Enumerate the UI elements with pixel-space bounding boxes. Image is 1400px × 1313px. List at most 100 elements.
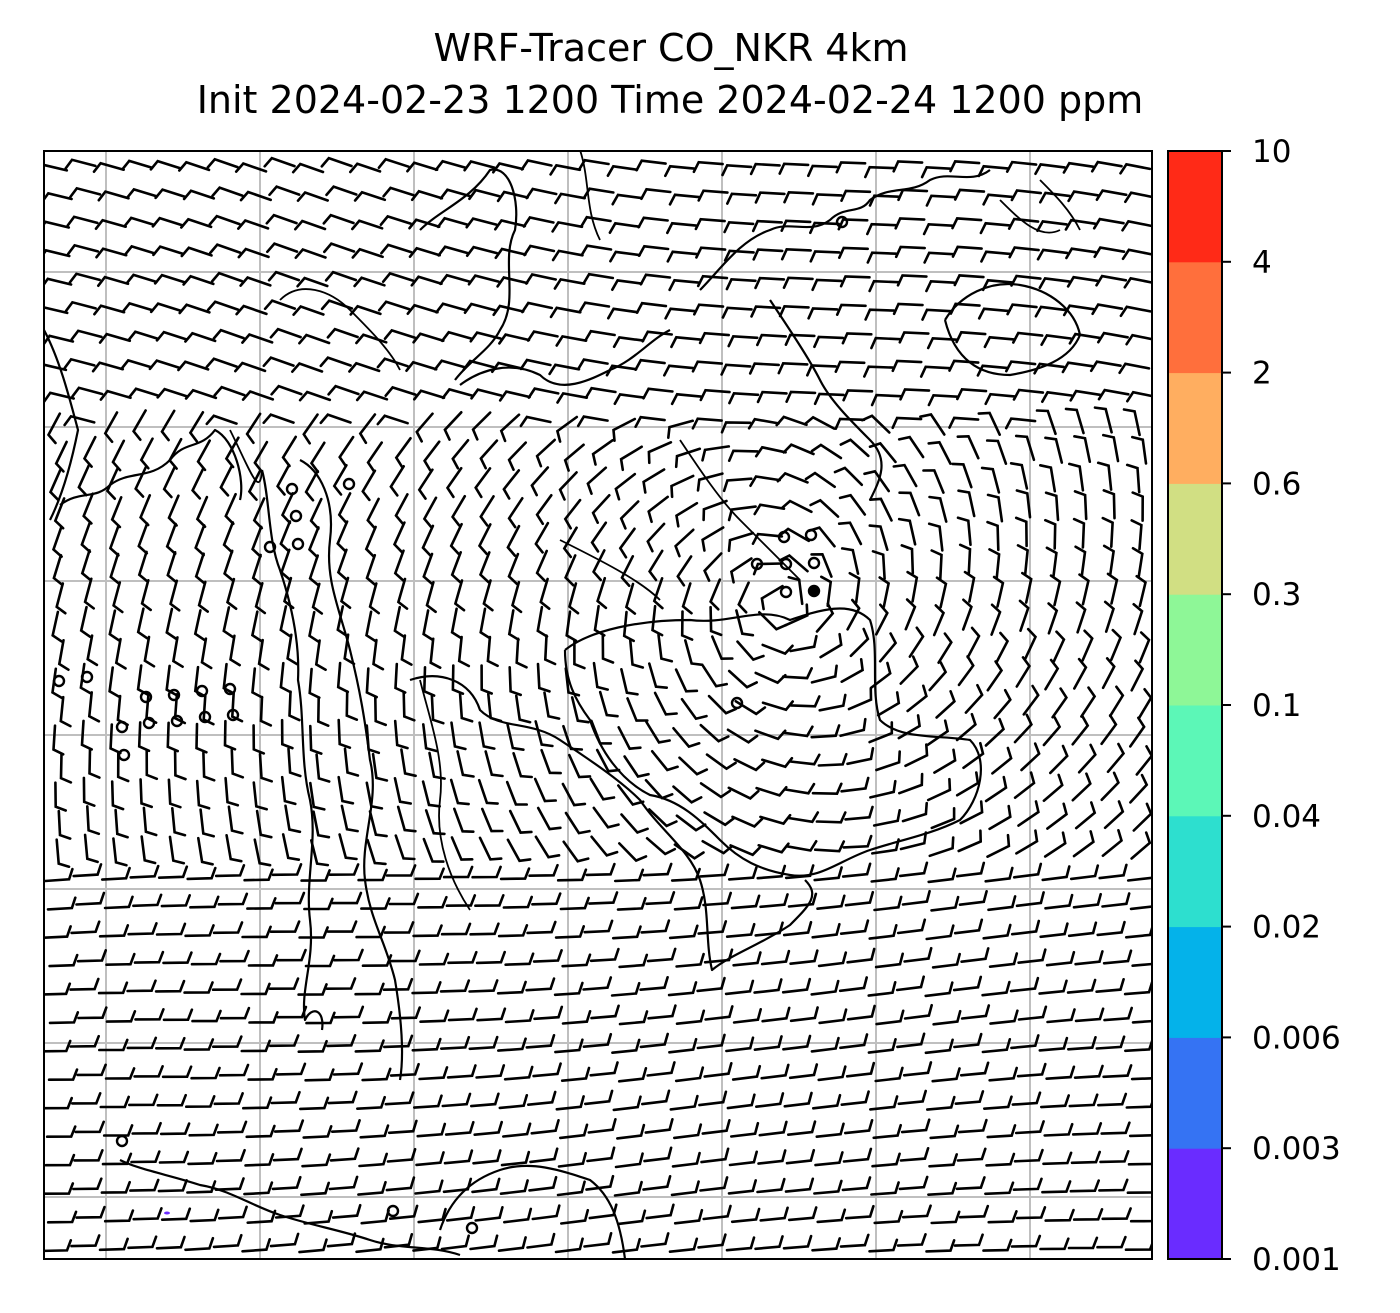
- wind-barb: [1097, 331, 1129, 344]
- wind-barb: [169, 579, 181, 612]
- wind-barb: [349, 162, 382, 174]
- wind-barb: [977, 411, 1001, 436]
- wind-barb: [383, 328, 416, 340]
- wind-barb: [903, 946, 933, 963]
- wind-barb: [846, 747, 875, 766]
- wind-barb: [133, 1065, 164, 1078]
- wind-barb: [645, 720, 671, 744]
- wind-barb: [787, 1206, 818, 1222]
- wind-barb: [657, 633, 674, 663]
- wind-barb: [533, 1005, 564, 1021]
- wind-barb: [810, 443, 843, 460]
- wind-barb: [315, 753, 331, 783]
- wind-barb: [536, 605, 549, 638]
- wind-barb: [389, 465, 405, 497]
- wind-barb: [1092, 217, 1125, 230]
- wind-barb: [224, 436, 240, 469]
- wind-barb: [469, 922, 500, 936]
- wind-barb: [383, 921, 415, 934]
- wind-barb: [216, 1120, 248, 1134]
- wind-barb: [190, 1066, 221, 1080]
- wind-barb: [901, 889, 931, 906]
- wind-barb: [548, 363, 581, 376]
- wind-barb: [79, 605, 92, 638]
- wind-barb: [838, 493, 867, 516]
- wind-barb: [157, 865, 189, 879]
- wind-barb: [1013, 713, 1033, 744]
- wind-barb: [381, 271, 415, 283]
- wind-barb: [696, 1033, 726, 1050]
- wind-barb: [269, 920, 301, 933]
- wind-barb: [211, 978, 243, 991]
- calm-circle: [777, 530, 791, 544]
- wind-barb: [1044, 658, 1060, 691]
- wind-barb: [507, 497, 524, 529]
- wind-barb: [709, 578, 722, 611]
- wind-barb: [305, 1011, 336, 1025]
- wind-barb: [309, 497, 323, 530]
- wind-barb: [1069, 864, 1100, 881]
- wind-barb: [612, 417, 637, 442]
- wind-barb: [1118, 362, 1151, 375]
- wind-barb: [320, 156, 353, 168]
- wind-barb: [167, 494, 180, 527]
- wind-barb: [1040, 1094, 1070, 1109]
- wind-barb: [152, 245, 185, 257]
- map-title: WRF-Tracer CO_NKR 4km Init 2024-02-23 12…: [0, 22, 1340, 126]
- wind-barb: [953, 274, 985, 287]
- wind-barb: [382, 186, 415, 198]
- wind-barb: [1099, 1150, 1130, 1164]
- wind-barb: [966, 626, 981, 659]
- wind-barb: [1135, 574, 1147, 608]
- wind-barb: [981, 1038, 1012, 1054]
- wind-barb: [1100, 771, 1120, 802]
- wind-barb: [977, 164, 1009, 178]
- wind-barb: [497, 1037, 527, 1052]
- wind-barb: [761, 643, 794, 656]
- colorbar: [1167, 150, 1223, 1260]
- wind-barb: [584, 329, 616, 342]
- wind-barb: [480, 664, 493, 695]
- wind-barb: [234, 161, 268, 173]
- wind-barb: [640, 187, 672, 201]
- wind-barb: [412, 924, 443, 938]
- wind-barb: [149, 159, 182, 171]
- wind-barb: [302, 1125, 333, 1139]
- colorbar-tick-label: 0.04: [1252, 799, 1321, 835]
- wind-barb: [983, 335, 1015, 349]
- wind-barb: [298, 390, 332, 402]
- wind-barb: [698, 331, 730, 345]
- wind-barb: [393, 605, 406, 638]
- wind-barb: [1068, 1093, 1099, 1108]
- wind-barb: [592, 661, 609, 691]
- wind-barb: [160, 1207, 192, 1221]
- wind-barb: [1007, 217, 1040, 230]
- wind-barb: [577, 158, 610, 171]
- wind-barb: [453, 579, 466, 612]
- wind-barb: [691, 417, 723, 430]
- wind-barb: [1064, 218, 1097, 231]
- colorbar-tick-label: 0.02: [1252, 910, 1321, 946]
- wind-barb: [652, 577, 664, 610]
- wind-barb: [406, 303, 439, 315]
- wind-barb: [727, 866, 758, 881]
- wind-barb: [137, 522, 149, 555]
- wind-barb: [406, 161, 439, 173]
- wind-barb: [80, 719, 93, 751]
- wind-barb: [637, 244, 670, 257]
- wind-barb: [590, 521, 608, 553]
- calm-circle: [117, 748, 131, 762]
- wind-barb: [1043, 1122, 1074, 1137]
- wind-barb: [869, 661, 892, 690]
- wind-barb: [1020, 742, 1041, 772]
- wind-barb: [223, 549, 235, 582]
- wind-barb: [366, 441, 383, 473]
- wind-barb: [421, 780, 441, 808]
- wind-barb: [840, 189, 872, 202]
- wind-barb: [583, 1232, 613, 1248]
- wind-barb: [1121, 219, 1152, 232]
- wind-barb: [789, 634, 818, 653]
- wind-barb: [535, 494, 553, 526]
- wind-barb: [127, 922, 158, 936]
- wind-barb: [642, 862, 673, 877]
